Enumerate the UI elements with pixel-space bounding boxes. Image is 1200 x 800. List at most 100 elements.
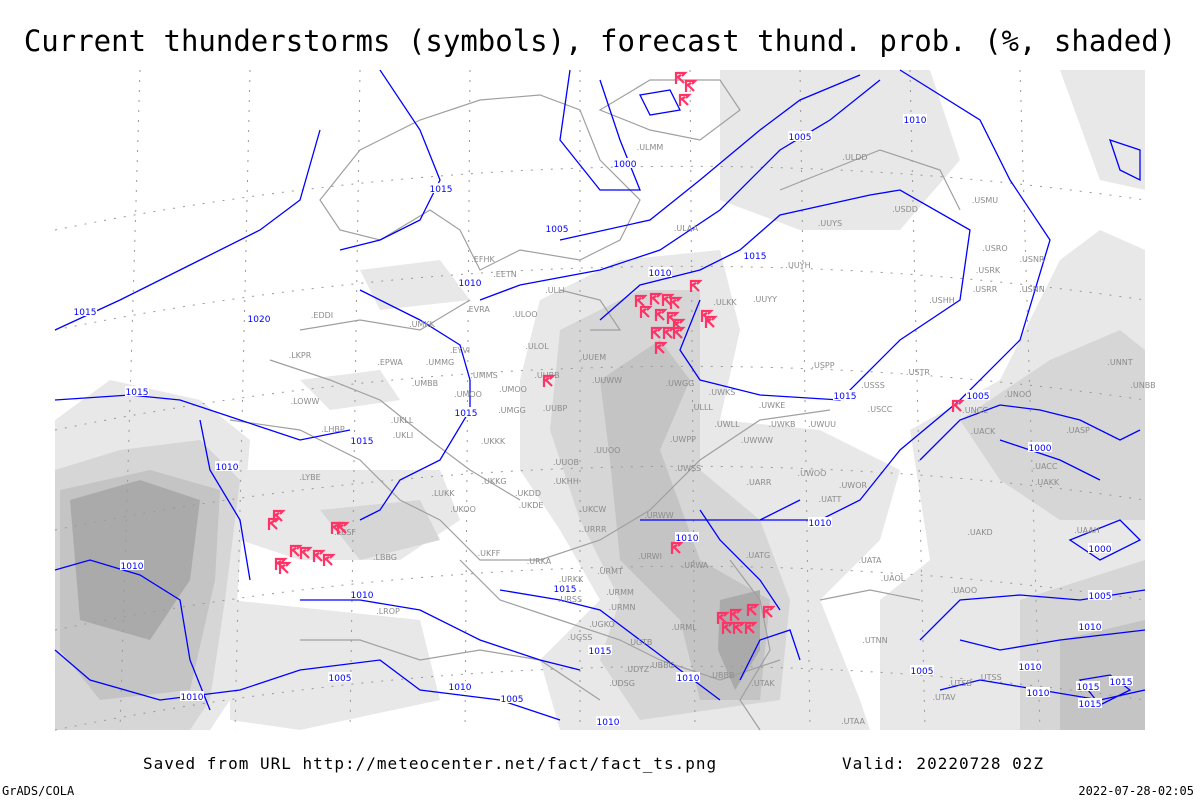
isobar-label: 1010 — [1079, 623, 1102, 633]
station-label: .UTNN — [862, 636, 887, 645]
isobar-line — [199, 419, 251, 581]
thunderstorm-symbol-icon — [278, 561, 292, 574]
isobar-label-bg — [648, 267, 672, 277]
thunderstorm-symbol-icon — [672, 326, 686, 339]
isobar-label-bg — [903, 114, 927, 124]
station-label: .URWA — [682, 561, 709, 570]
station-label: .UGTB — [628, 638, 653, 647]
isobar-line — [300, 599, 581, 671]
isobar-label: 1010 — [649, 269, 672, 279]
isobar-label: 1015 — [744, 252, 767, 262]
software-credit: GrADS/COLA — [2, 784, 75, 798]
isobar-line — [54, 394, 351, 441]
isobar-label: 1010 — [449, 683, 472, 693]
station-label: .UWKE — [759, 401, 786, 410]
isobar-label: 1010 — [459, 279, 482, 289]
isobar-label-bg — [350, 435, 374, 445]
station-label: .URKA — [527, 557, 552, 566]
isobar-line — [559, 69, 641, 191]
station-label: .UWPP — [670, 435, 696, 444]
station-label: .URWW — [644, 511, 674, 520]
station-label: .URKK — [559, 575, 584, 584]
thunderstorm-symbol-icon — [634, 294, 648, 307]
meridian-line — [234, 69, 251, 731]
station-label: .UKDD — [515, 489, 541, 498]
station-label: .UDYZ — [625, 665, 650, 674]
thunderstorm-symbol-icon — [670, 541, 684, 554]
isobar-line — [739, 629, 801, 681]
isobar-line — [959, 629, 1146, 651]
coastline — [779, 149, 961, 211]
coastline — [729, 559, 771, 731]
coastline — [459, 559, 781, 681]
isobar-line — [760, 69, 1051, 521]
isobar-label-bg — [808, 517, 832, 527]
isobar-label-bg — [1028, 442, 1052, 452]
map-title: Current thunderstorms (symbols), forecas… — [23, 24, 1177, 58]
isobar-label-bg — [833, 390, 857, 400]
coastline — [819, 589, 921, 601]
shading-area — [718, 590, 760, 690]
station-label: .USRK — [976, 266, 1001, 275]
station-label: .UWSS — [675, 464, 701, 473]
isobar-label: 1010 — [676, 534, 699, 544]
station-label: .USRO — [982, 244, 1007, 253]
station-label: .LROP — [376, 607, 400, 616]
station-label: .UUBP — [543, 404, 568, 413]
generated-timestamp: 2022-07-28-02:05 — [1078, 784, 1194, 798]
shading-area — [360, 260, 470, 310]
lat-lon-grid — [54, 69, 1146, 731]
thunderstorm-symbol-icon — [649, 292, 663, 305]
shading-area — [960, 330, 1145, 520]
station-label: .ULOL — [525, 342, 549, 351]
station-label: .UWLL — [714, 420, 740, 429]
thunderstorm-symbol-icon — [639, 305, 653, 318]
isobar-label-bg — [743, 250, 767, 260]
thunderstorm-symbol-icon — [336, 521, 350, 534]
thunderstorm-symbol-icon — [289, 544, 303, 557]
meridian-line — [689, 69, 696, 731]
station-label: .UMMS — [470, 371, 497, 380]
isobar-label: 1010 — [677, 674, 700, 684]
isobar-label-bg — [328, 672, 352, 682]
station-label: .USTR — [906, 368, 930, 377]
thunderstorm-symbol-icon — [721, 621, 735, 634]
isobar-label: 1005 — [329, 674, 352, 684]
station-label: .UAOO — [951, 586, 977, 595]
thunderstorm-symbol-icon — [650, 326, 664, 339]
station-label: .UKFF — [478, 549, 501, 558]
station-label: .UUYH — [785, 261, 810, 270]
thunderstorm-symbol-icon — [689, 279, 703, 292]
station-label: .UUOB — [553, 458, 579, 467]
station-label: .LHBP — [321, 425, 345, 434]
thunderstorm-symbol-icon — [951, 399, 965, 412]
isobar-label: 1010 — [1027, 689, 1050, 699]
isobar-line — [54, 649, 561, 721]
isobar-label: 1010 — [597, 718, 620, 728]
station-label: .LOWW — [291, 397, 320, 406]
isobar-label: 1010 — [1019, 663, 1042, 673]
station-label: .LUKK — [432, 489, 456, 498]
meridian-line — [464, 69, 471, 731]
station-label: .UAKK — [1035, 478, 1060, 487]
isobar-line — [559, 74, 861, 241]
station-label: .EVRA — [466, 305, 490, 314]
station-label: .UTAV — [932, 693, 956, 702]
isobar-label: 1005 — [967, 392, 990, 402]
station-label: .UAKD — [967, 528, 992, 537]
isobar-label-bg — [215, 461, 239, 471]
coastline — [269, 359, 521, 501]
station-label: .UUYS — [818, 219, 842, 228]
station-label: .USDD — [892, 205, 918, 214]
station-label: .UKHH — [553, 477, 579, 486]
station-label: .ULMM — [637, 143, 664, 152]
coastline — [300, 639, 601, 701]
isobar-label-bg — [448, 681, 472, 691]
isobar-line — [1068, 519, 1142, 561]
station-label: .LYBE — [299, 473, 320, 482]
isobar-label-bg — [454, 407, 478, 417]
station-label: .UDSG — [609, 679, 635, 688]
isobar-label-bg — [458, 277, 482, 287]
station-label: .URML — [671, 623, 697, 632]
